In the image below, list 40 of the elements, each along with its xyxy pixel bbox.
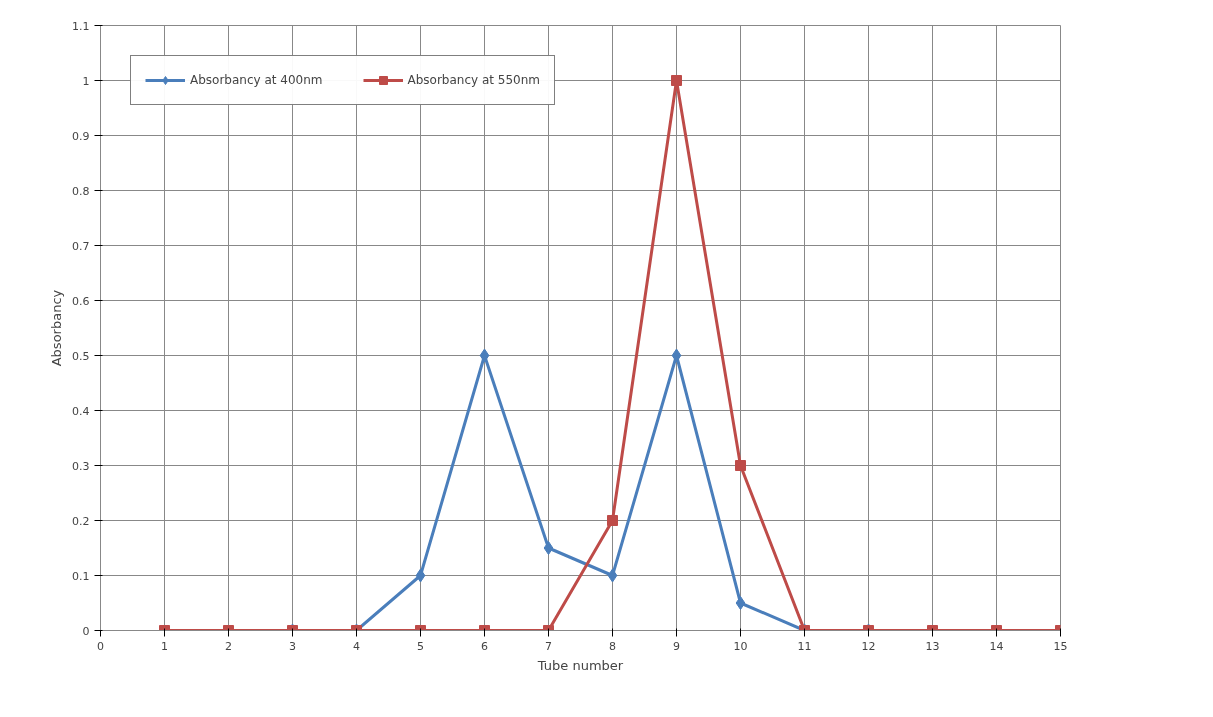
x-tick-label: 11 [797,639,812,653]
y-tick-label: 0.3 [72,459,90,473]
y-tick-label: 0.6 [72,294,90,308]
y-tick-label: 0.4 [72,404,90,418]
y-tick-label: 0.9 [72,129,90,143]
y-tick-label: 0 [82,624,90,638]
y-tick-label: 0.5 [72,349,90,363]
x-tick-label: 9 [673,639,680,653]
x-tick-label: 1 [161,639,168,653]
x-tick-label: 10 [733,639,748,653]
x-tick-label: 0 [97,639,104,653]
point [735,596,746,610]
x-tick-label: 15 [1053,639,1068,653]
point [479,348,490,363]
legend-label: Absorbancy at 400nm [190,73,323,87]
y-tick-label: 1 [82,74,90,88]
x-tick-label: 6 [481,639,488,653]
y-axis-title: Absorbancy [49,289,65,367]
y-tick-label: 0.2 [72,514,90,528]
y-tick-label: 1.1 [72,19,90,33]
x-axis-title: Tube number [536,657,624,673]
x-tick-label: 13 [925,639,940,653]
y-tick-label: 0.7 [72,239,90,253]
point [735,460,746,471]
x-tick-label: 5 [417,639,424,653]
point [415,568,426,583]
x-tick-label: 14 [989,639,1004,653]
x-tick-label: 7 [545,639,552,653]
point [607,515,618,526]
x-tick-label: 8 [609,639,616,653]
legend-label: Absorbancy at 550nm [407,73,541,87]
y-tick-label: 0.1 [72,569,90,583]
x-tick-label: 12 [861,639,876,653]
x-tick-label: 2 [225,639,232,653]
x-tick-label: 3 [289,639,296,653]
y-tick-label: 0.8 [72,184,90,198]
point [607,568,618,583]
x-tick-label: 4 [353,639,360,653]
point [671,348,682,363]
point [543,541,554,555]
